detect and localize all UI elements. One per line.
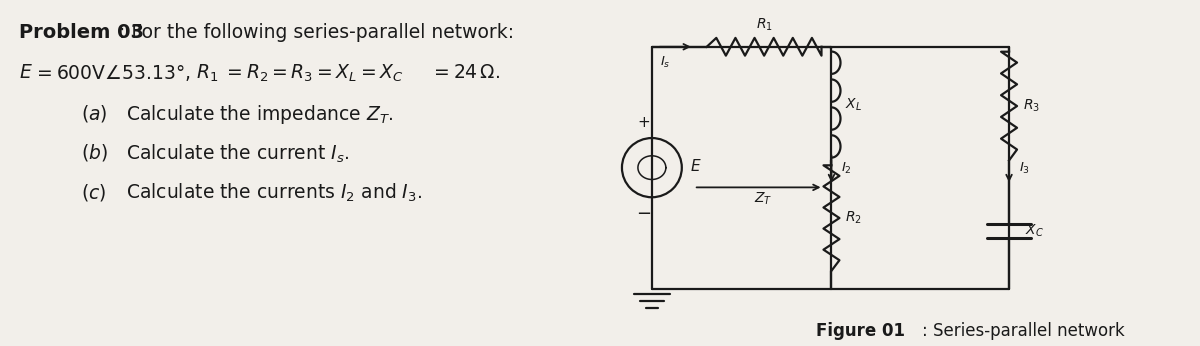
Text: $= 600\mathrm{V}\angle 53.13°,$: $= 600\mathrm{V}\angle 53.13°,$ (34, 63, 191, 83)
Text: Problem 03: Problem 03 (19, 23, 144, 42)
Text: $(b)$: $(b)$ (82, 143, 108, 163)
Text: $R_2$: $R_2$ (846, 210, 863, 226)
Text: $Z_T$: $Z_T$ (755, 190, 773, 207)
Text: : Series-parallel network: : Series-parallel network (923, 322, 1126, 340)
Text: $E$: $E$ (19, 63, 34, 82)
Text: Calculate the current $I_s.$: Calculate the current $I_s.$ (126, 143, 349, 165)
Text: −: − (636, 205, 652, 223)
Text: $I_s$: $I_s$ (660, 55, 671, 70)
Text: $X_L$: $X_L$ (846, 97, 863, 113)
Text: : For the following series-parallel network:: : For the following series-parallel netw… (119, 23, 515, 42)
Text: +: + (637, 115, 650, 130)
Text: $X_C$: $X_C$ (1025, 223, 1044, 239)
Text: $I_3$: $I_3$ (1019, 161, 1030, 176)
Text: $(c)$: $(c)$ (82, 182, 107, 203)
Text: $I_2$: $I_2$ (841, 161, 852, 176)
Text: $R_1$: $R_1$ (756, 17, 773, 33)
Text: Calculate the currents $I_2$ and $I_3.$: Calculate the currents $I_2$ and $I_3.$ (126, 182, 422, 204)
Text: Figure 01: Figure 01 (816, 322, 905, 340)
Text: $= 24\,\Omega.$: $= 24\,\Omega.$ (431, 63, 500, 82)
Text: $E$: $E$ (690, 158, 702, 174)
Text: Calculate the impedance $Z_T.$: Calculate the impedance $Z_T.$ (126, 103, 394, 126)
Text: $= R_2 = R_3 = X_L = X_C$: $= R_2 = R_3 = X_L = X_C$ (223, 63, 403, 84)
Text: $(a)$: $(a)$ (82, 103, 108, 124)
Text: $R_1$: $R_1$ (196, 63, 218, 84)
Text: $R_3$: $R_3$ (1024, 98, 1040, 114)
